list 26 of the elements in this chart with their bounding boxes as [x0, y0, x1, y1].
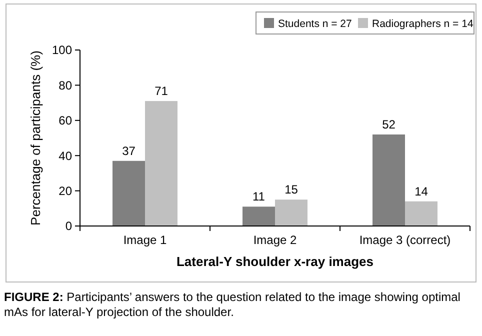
y-tick-label: 100 [52, 43, 72, 58]
legend-label: Radiographers n = 14 [372, 18, 474, 30]
bar [145, 101, 178, 226]
x-tick-label: Image 2 [253, 233, 298, 247]
x-tick-label: Image 1 [123, 233, 168, 247]
bar [112, 160, 145, 226]
data-label: 37 [122, 144, 136, 158]
bar [405, 201, 438, 226]
data-label: 52 [382, 117, 396, 132]
data-label: 15 [284, 182, 298, 197]
data-label: 14 [414, 184, 428, 198]
y-tick-label: 40 [58, 148, 72, 163]
bar [242, 206, 275, 226]
x-axis-title: Lateral-Y shoulder x-ray images [176, 254, 374, 269]
data-label: 71 [154, 84, 168, 98]
x-tick-label: Image 3 (correct) [359, 233, 451, 247]
y-tick-label: 80 [58, 78, 72, 92]
y-axis-title: Percentage of participants (%) [28, 50, 43, 226]
caption: FIGURE 2: Participants’ answers to the question related to the image showing optimal mAs for lateral-Y projection of the shoulder. [4, 290, 462, 320]
legend-label: Students n = 27 [278, 18, 352, 30]
y-tick-label: 0 [65, 219, 72, 234]
data-label: 11 [252, 190, 266, 204]
y-tick-label: 60 [58, 114, 72, 128]
y-tick-label: 20 [58, 184, 72, 198]
bar [275, 200, 308, 226]
bar [372, 134, 405, 226]
